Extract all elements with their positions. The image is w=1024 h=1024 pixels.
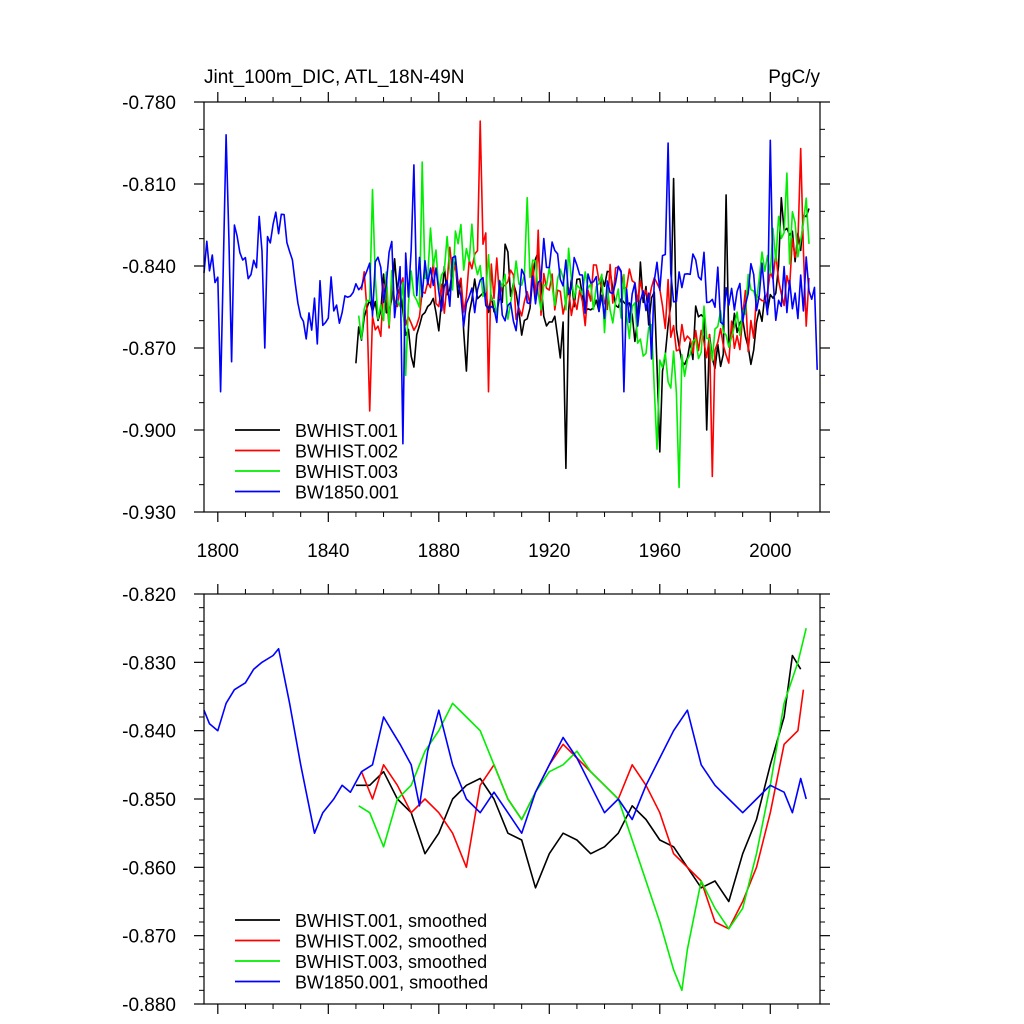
legend-label: BWHIST.001 [295,421,398,441]
legend-label: BWHIST.002, smoothed [295,932,487,952]
y-tick-label: -0.870 [122,339,176,360]
top-units: PgC/y [768,67,820,88]
bottom-panel: -0.820 -0.830 -0.840 -0.850 -0.860 -0.870 -0.8… [122,584,830,1016]
legend-label: BWHIST.003, smoothed [295,952,487,972]
legend-label: BWHIST.003 [295,462,398,482]
y-tick-label: -0.830 [122,653,176,674]
y-tick-label: -0.850 [122,790,176,811]
y-tick-label: -0.900 [122,421,176,442]
x-tick-label: 2000 [749,541,791,562]
x-tick-label: 1920 [528,541,570,562]
top-series-lines [203,120,818,489]
x-tick-label: 1960 [639,541,681,562]
legend-label: BW1850.001, smoothed [295,973,488,993]
y-tick-label: -0.780 [122,93,176,114]
series-line [360,689,805,930]
top-plot-frame [203,101,821,513]
series-line [360,120,810,478]
top-panel: Jint_100m_DIC, ATL_18N-49N PgC/y -0.780-… [122,67,830,562]
series-line [203,134,818,445]
x-tick-label: 1880 [418,541,460,562]
x-tick-label: 1800 [197,541,239,562]
series-line [203,647,807,835]
y-tick-label: -0.820 [122,585,176,606]
series-line [358,628,807,992]
y-tick-label: -0.840 [122,257,176,278]
bottom-axis-ticks: -0.820 -0.830 -0.840 -0.850 -0.860 -0.870 -0.8… [122,584,830,1016]
y-tick-label: -0.930 [122,503,176,524]
legend-label: BWHIST.002 [295,442,398,462]
series-line [355,654,802,903]
y-tick-label: -0.870 [122,927,176,948]
legend-label: BW1850.001 [295,483,399,503]
y-tick-label: -0.840 [122,722,176,743]
y-tick-label: -0.860 [122,858,176,879]
x-tick-label: 1840 [307,541,349,562]
bottom-series-lines [203,628,807,992]
series-line [357,161,810,489]
top-title: Jint_100m_DIC, ATL_18N-49N [204,67,465,88]
y-tick-label: -0.880 [122,995,176,1016]
legend-label: BWHIST.001, smoothed [295,911,487,931]
top-axis-ticks: -0.780 -0.810 -0.840 -0.870 -0.900 -0.930 1800… [122,92,830,562]
y-tick-label: -0.810 [122,175,176,196]
